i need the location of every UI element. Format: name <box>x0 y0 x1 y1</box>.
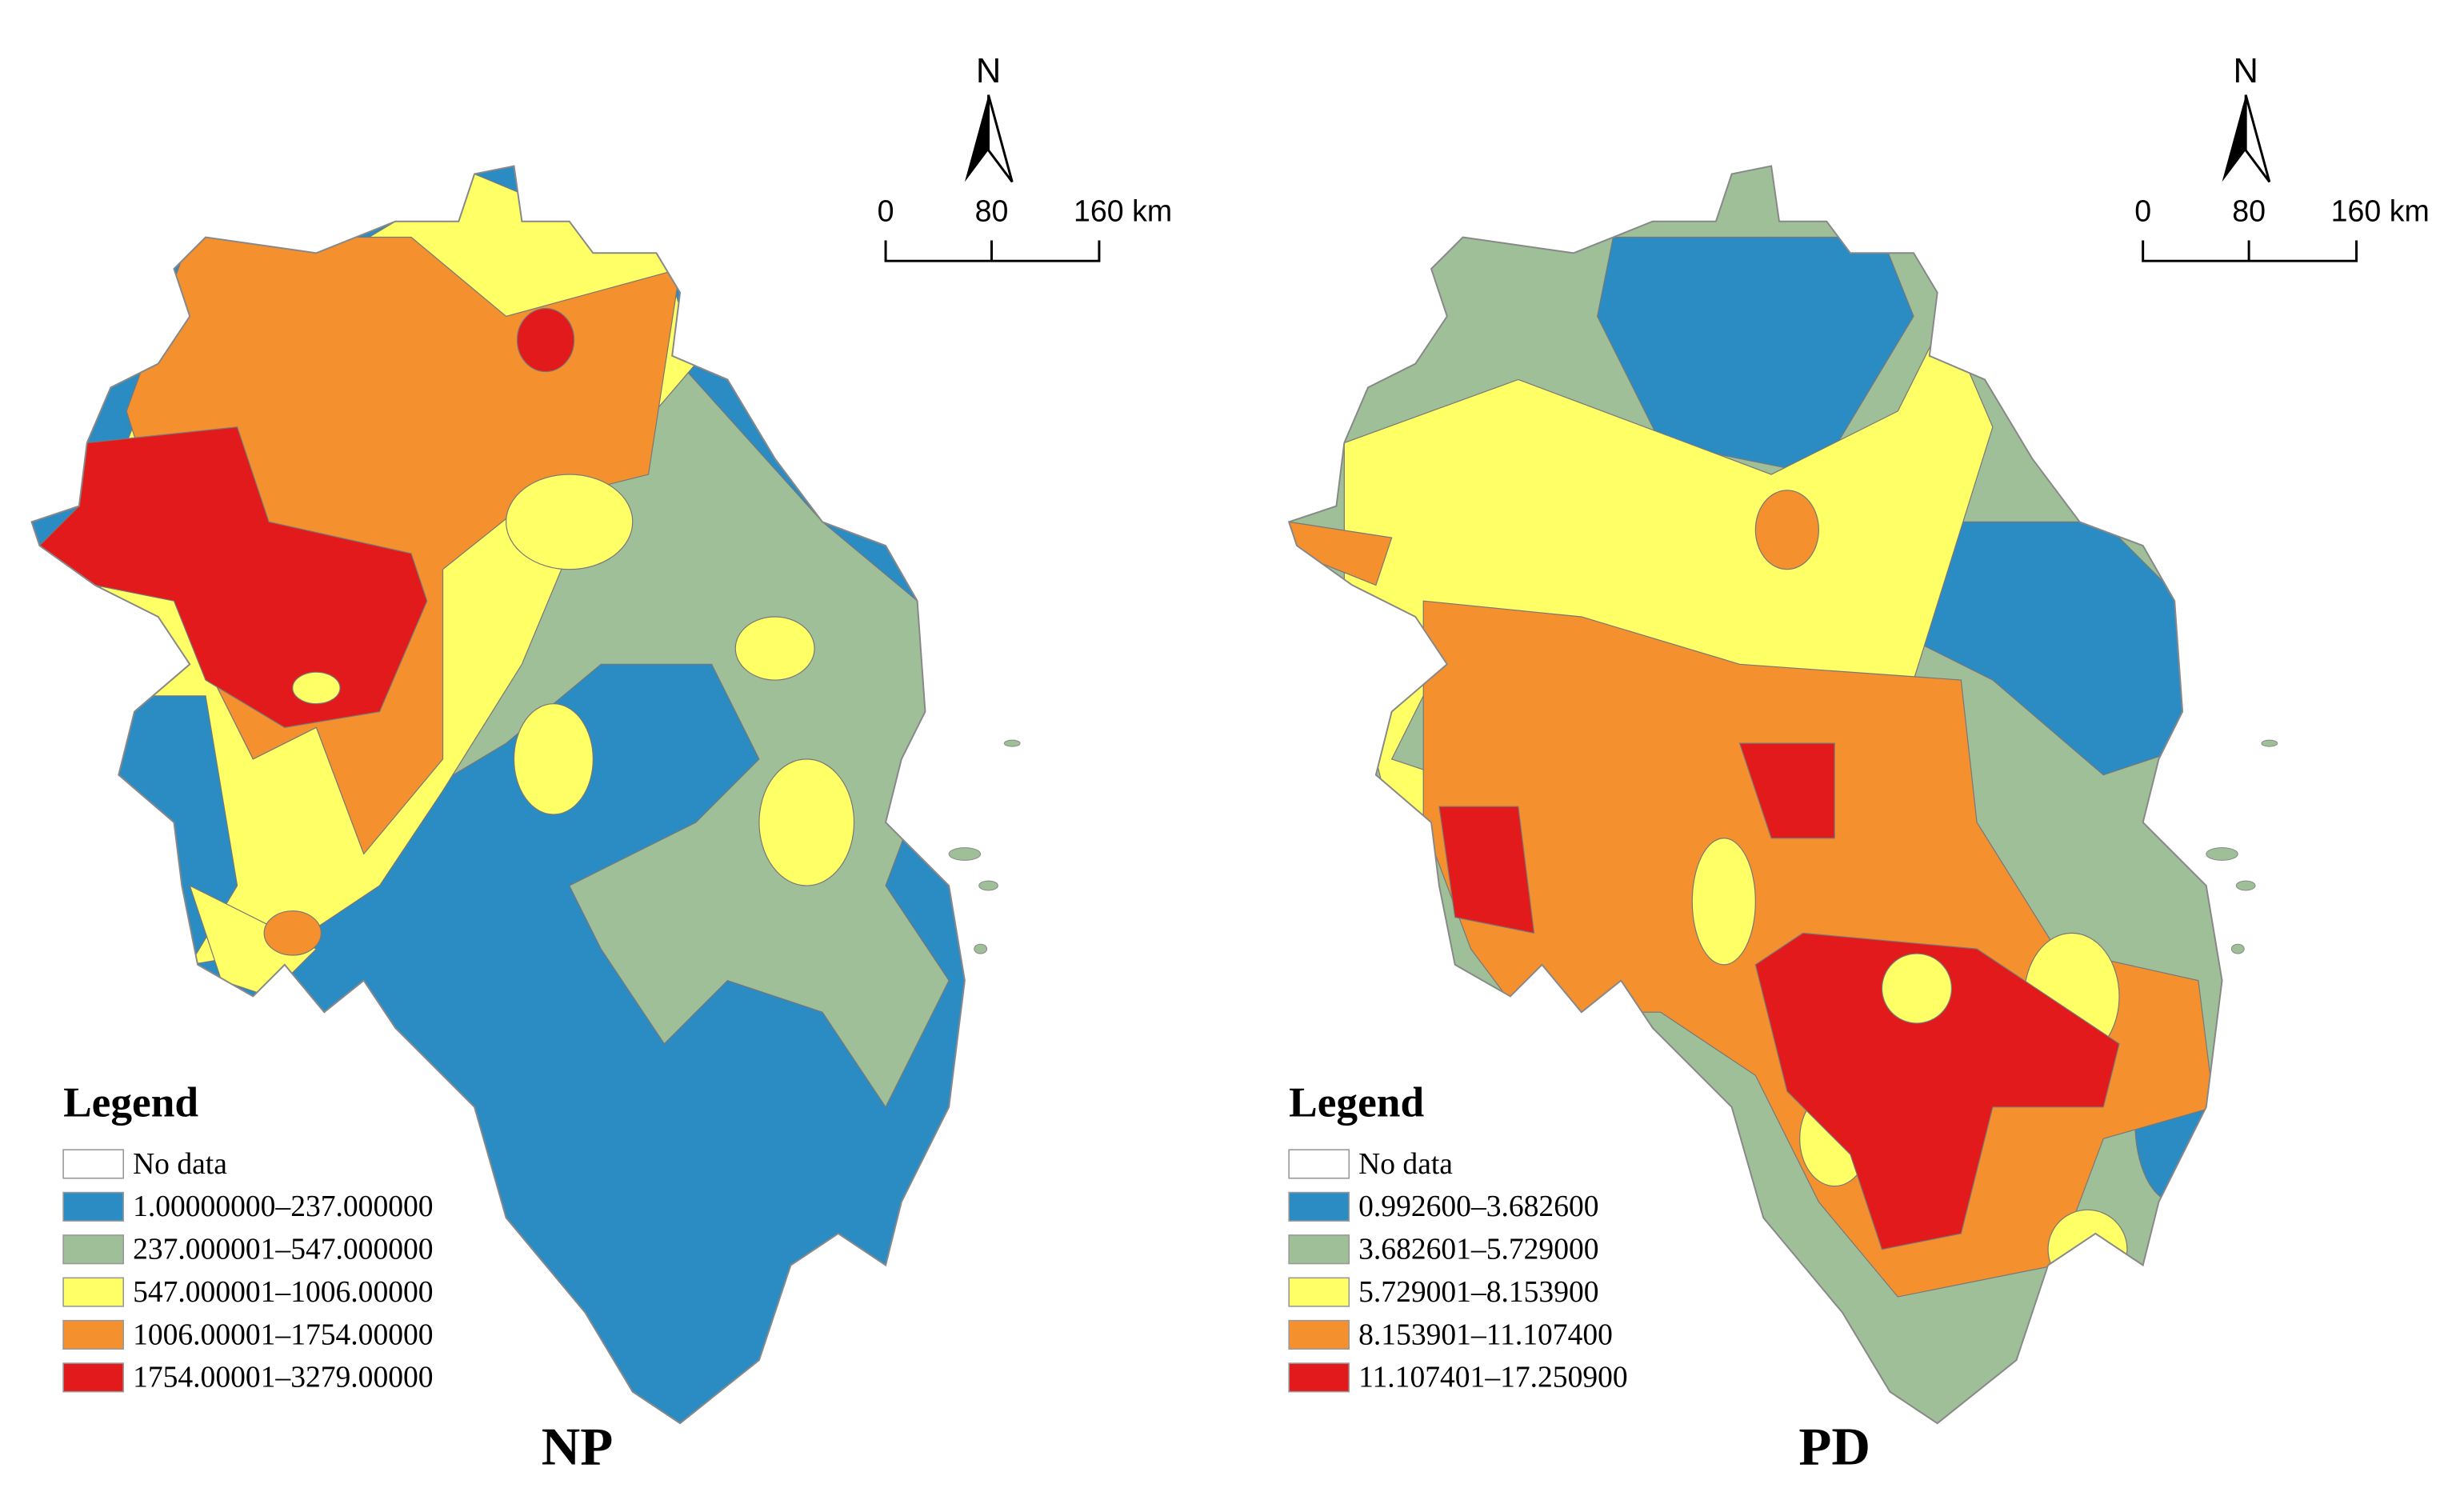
legend-swatch <box>62 1277 125 1307</box>
island <box>974 943 988 954</box>
north-label: N <box>976 52 1001 90</box>
region <box>1438 806 1535 934</box>
region <box>1754 932 2120 1250</box>
legend-label: No data <box>133 1148 227 1181</box>
island <box>978 880 998 891</box>
north-arrow-right <box>987 94 1014 183</box>
region <box>1738 742 1835 839</box>
scale-label: 0 <box>878 194 894 228</box>
legend-swatch <box>62 1149 125 1179</box>
legend-title: Legend <box>63 1078 198 1126</box>
scale-label: 160 km <box>1074 194 1172 228</box>
legend-swatch <box>62 1362 125 1393</box>
scale-label: 80 <box>2232 194 2266 228</box>
scale-bar <box>2142 240 2358 262</box>
legend-label: 0.992600–3.682600 <box>1358 1190 1598 1223</box>
scale-label: 160 km <box>2331 194 2430 228</box>
region <box>734 616 815 681</box>
north-arrow-left <box>964 94 989 182</box>
legend-swatch <box>1288 1234 1350 1265</box>
legend-swatch <box>62 1319 125 1350</box>
panel-title: PD <box>1798 1417 1870 1477</box>
legend-label: 1754.00001–3279.00000 <box>133 1362 433 1394</box>
legend-swatch <box>62 1191 125 1222</box>
legend-label: No data <box>1358 1148 1453 1181</box>
region <box>506 474 634 570</box>
legend-swatch <box>1288 1362 1350 1393</box>
legend-swatch <box>1288 1277 1350 1307</box>
legend-label: 3.682601–5.729000 <box>1358 1234 1598 1266</box>
region <box>513 703 594 815</box>
scale-bar <box>884 240 1101 262</box>
island <box>2235 880 2256 891</box>
region <box>516 307 575 373</box>
north-label: N <box>2233 52 2258 90</box>
legend-label: 5.729001–8.153900 <box>1358 1276 1598 1309</box>
legend-swatch <box>1288 1149 1350 1179</box>
map-outline <box>1287 165 2223 1425</box>
region <box>1881 953 1953 1024</box>
region <box>263 910 322 956</box>
island <box>948 847 982 861</box>
panel-title: NP <box>542 1417 614 1477</box>
legend-swatch <box>62 1234 125 1265</box>
island <box>1003 739 1021 747</box>
island <box>2261 739 2278 747</box>
legend-label: 1006.00001–1754.00000 <box>133 1318 433 1351</box>
scale-label: 0 <box>2134 194 2151 228</box>
north-arrow-right <box>2244 94 2271 183</box>
map-panel: N 0 80 160 km Legend No data 0.992600–3.682600… <box>1287 52 2430 1477</box>
region <box>1691 838 1756 966</box>
region <box>1754 490 1820 570</box>
north-arrow-left <box>2222 94 2246 182</box>
map-panel: N 0 80 160 km Legend No data 1.00000000–237.00… <box>30 52 1172 1477</box>
island <box>2230 943 2245 954</box>
legend-label: 8.153901–11.107400 <box>1358 1318 1613 1351</box>
region <box>758 758 855 886</box>
region <box>292 671 341 705</box>
legend-label: 547.000001–1006.00000 <box>133 1276 433 1309</box>
legend-label: 1.00000000–237.000000 <box>133 1190 433 1223</box>
legend-title: Legend <box>1289 1078 1424 1126</box>
map-outline <box>30 165 966 1425</box>
scale-label: 80 <box>975 194 1009 228</box>
legend-label: 11.107401–17.250900 <box>1358 1362 1628 1394</box>
legend-label: 237.000001–547.000000 <box>133 1234 433 1266</box>
legend-swatch <box>1288 1319 1350 1350</box>
island <box>2206 847 2238 861</box>
region <box>2047 1209 2128 1290</box>
legend-swatch <box>1288 1191 1350 1222</box>
